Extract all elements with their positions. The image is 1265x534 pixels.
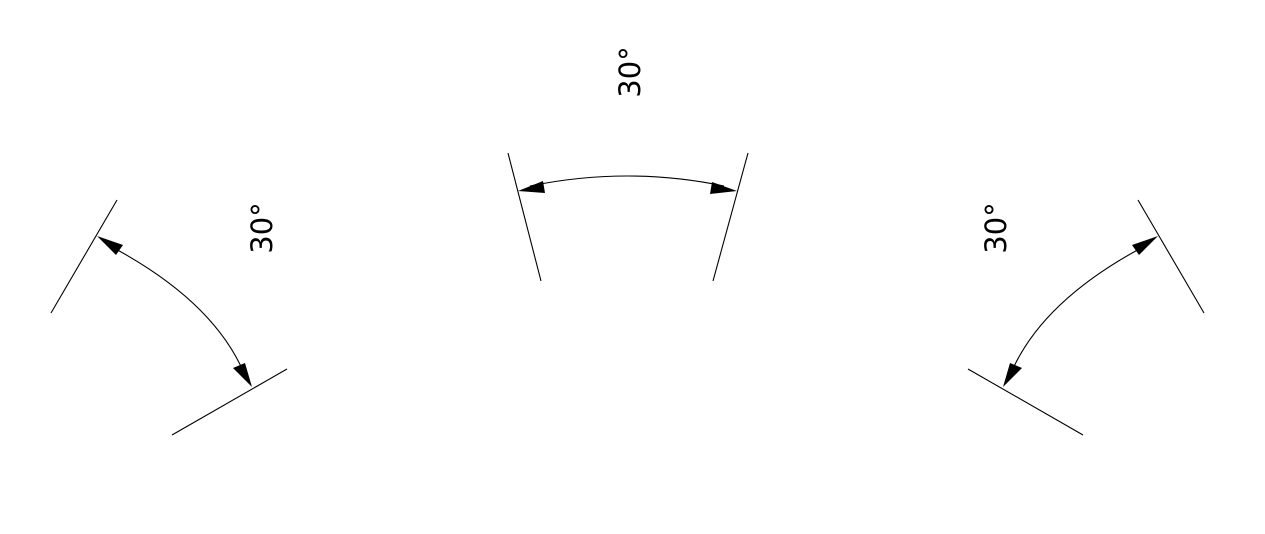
left-extension-line-lower <box>171 368 288 436</box>
center-extension-line-left <box>507 152 542 282</box>
right-extension-line-lower <box>967 368 1084 436</box>
center-angle-dimension: 30° <box>507 46 749 282</box>
right-arrowhead-lower <box>1003 363 1022 387</box>
right-angle-label: 30° <box>979 202 1013 253</box>
right-angle-dimension: 30° <box>967 199 1205 436</box>
center-arrowhead-left <box>518 181 545 193</box>
right-extension-line-upper <box>1137 199 1205 314</box>
left-arrowhead-lower <box>233 363 252 387</box>
left-dimension-arc <box>111 246 245 374</box>
left-extension-line-upper <box>50 199 118 314</box>
right-dimension-arc <box>1010 246 1144 374</box>
left-arrowhead-upper <box>97 236 123 255</box>
left-angle-dimension: 30° <box>50 199 288 436</box>
center-arrowhead-right <box>710 182 737 194</box>
center-angle-label: 30° <box>613 46 647 97</box>
center-dimension-arc <box>529 175 725 187</box>
center-extension-line-right <box>712 152 749 282</box>
right-arrowhead-upper <box>1132 236 1158 255</box>
left-angle-label: 30° <box>245 202 279 253</box>
